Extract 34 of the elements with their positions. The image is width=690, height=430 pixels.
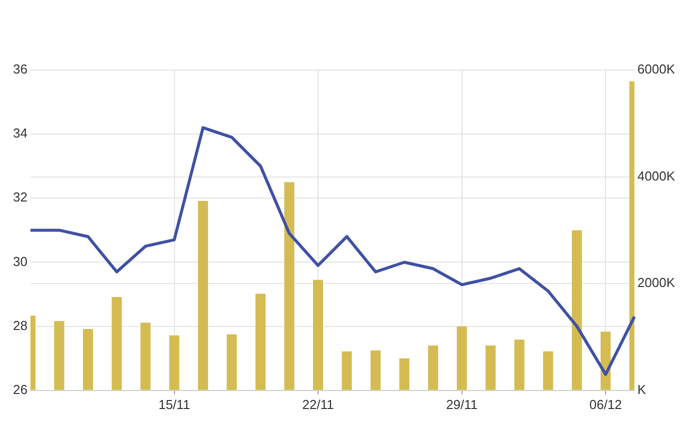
bar bbox=[543, 351, 554, 390]
bar bbox=[226, 334, 237, 390]
bar bbox=[514, 340, 524, 390]
y-tick-label: 26 bbox=[12, 382, 28, 397]
y2-tick-label: K bbox=[637, 382, 646, 397]
y-tick-label: 32 bbox=[12, 190, 28, 205]
bar bbox=[256, 294, 266, 390]
bar bbox=[198, 200, 208, 390]
bar bbox=[370, 350, 381, 390]
y2-tick-label: 4000K bbox=[637, 168, 676, 184]
y-tick-label: 28 bbox=[12, 318, 28, 333]
y2-tick-label: 2000K bbox=[637, 275, 676, 290]
bar bbox=[313, 280, 324, 390]
bar bbox=[112, 296, 122, 390]
bar bbox=[54, 320, 64, 390]
bar bbox=[600, 332, 611, 390]
bar bbox=[342, 351, 352, 390]
bar bbox=[572, 230, 582, 390]
x-tick-label: 29/11 bbox=[446, 396, 478, 412]
y-tick-label: 34 bbox=[12, 126, 28, 141]
x-tick-label: 22/11 bbox=[302, 396, 334, 412]
x-tick-label: 06/12 bbox=[589, 396, 622, 412]
bar bbox=[428, 346, 438, 390]
bar bbox=[284, 182, 294, 390]
y-tick-label: 30 bbox=[12, 254, 28, 269]
bar bbox=[82, 328, 94, 390]
bar bbox=[486, 346, 496, 390]
bar bbox=[140, 322, 151, 390]
bar bbox=[456, 326, 467, 390]
y2-tick-label: 6000K bbox=[637, 62, 676, 77]
y-tick-label: 36 bbox=[12, 62, 28, 77]
bar bbox=[169, 335, 180, 390]
bar bbox=[399, 358, 410, 390]
x-tick-label: 15/11 bbox=[158, 396, 190, 412]
